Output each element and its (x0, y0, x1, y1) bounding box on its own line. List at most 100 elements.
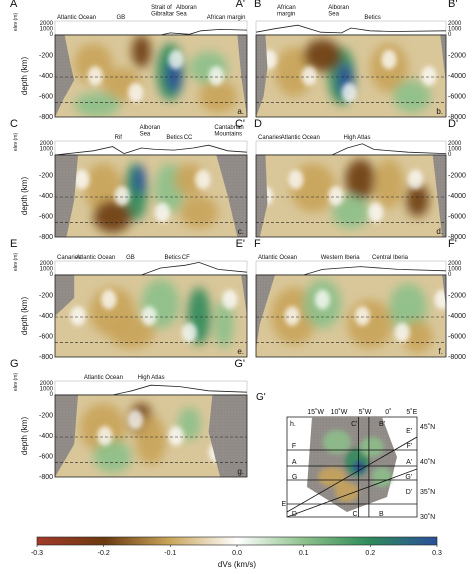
velocity-anomaly (174, 163, 205, 197)
map-lon-label: 10˚W (331, 408, 348, 416)
section-panel-g: G G' g. Atlantic Ocean High Atlas elev (m) 200… (10, 358, 248, 481)
right-elev-tick: 1000 (448, 147, 462, 153)
near-zero-zone (127, 409, 144, 430)
right-depth-tick: -8000 (448, 234, 466, 241)
map-line-label: F (292, 443, 296, 450)
velocity-anomaly (74, 43, 113, 85)
colorbar-tick: 0.3 (432, 550, 442, 557)
near-zero-zone (208, 66, 224, 86)
elev-tick: 1000 (40, 147, 54, 153)
unresolved-mask (55, 35, 75, 117)
map-lon-label: 5˚E (406, 408, 417, 416)
section-end-label: F' (448, 238, 457, 250)
panel-tag: e. (237, 347, 244, 356)
unresolved-mask (55, 155, 78, 237)
panel-frame (255, 34, 447, 118)
panel-tag: f. (439, 347, 443, 356)
right-depth-tick: -2000 (448, 53, 466, 60)
section-end-label: C' (235, 118, 245, 130)
map-line-label: E' (406, 428, 412, 435)
right-elev-tick: 0 (448, 152, 452, 158)
depth-tick: -800 (39, 354, 53, 361)
panel-frame (54, 154, 248, 238)
right-elev-tick: 2000 (448, 261, 462, 267)
colorbar-tick: -0.2 (98, 550, 110, 557)
velocity-anomaly (303, 39, 342, 72)
depth-tick: -400 (39, 73, 53, 80)
velocity-section (256, 275, 446, 357)
elev-tick: 2000 (40, 261, 54, 267)
depth-tick: -200 (39, 53, 53, 60)
near-zero-zone (421, 66, 437, 86)
colorbar-label: dVs (km/s) (218, 560, 257, 569)
unresolved-mask (55, 395, 78, 477)
feature-label: Central Iberia (372, 255, 409, 261)
unresolved-mask (256, 35, 268, 117)
elev-tick: 2000 (40, 141, 54, 147)
section-start-label: E (10, 238, 17, 250)
right-elev-tick: 1000 (448, 267, 462, 273)
unresolved-mask (216, 155, 247, 237)
anomaly-field (275, 39, 431, 113)
colorbar-bar (36, 536, 438, 546)
velocity-section (55, 155, 247, 237)
feature-label: Atlantic Ocean (76, 255, 115, 261)
map-lat-label: 35˚N (420, 488, 435, 496)
section-start-label: B (254, 0, 261, 10)
unresolved-mask (440, 35, 446, 85)
map-line-label: C' (351, 421, 357, 428)
map-line-label: G' (405, 474, 412, 481)
near-zero-zone (328, 186, 344, 206)
depth-tick: -800 (39, 234, 53, 241)
section-end-label: D' (448, 118, 458, 130)
near-zero-zone (74, 169, 90, 190)
near-zero-zone (114, 186, 130, 206)
feature-label: African margin (207, 15, 246, 21)
map-tag: h. (290, 421, 296, 428)
depth-axis-label: depth (km) (20, 177, 29, 216)
unresolved-mask (241, 275, 247, 316)
feature-label: Betics (165, 255, 181, 261)
topography-profile (255, 24, 447, 34)
velocity-anomaly (131, 35, 151, 68)
map-lon-label: 0˚ (385, 408, 391, 416)
velocity-anomaly (392, 80, 431, 113)
feature-label: GB (117, 15, 126, 21)
elev-tick: 2000 (40, 381, 54, 387)
colorbar-tick: 0.0 (232, 550, 242, 557)
right-elev-tick: 2000 (448, 141, 462, 147)
depth-tick: -600 (39, 454, 53, 461)
map-line-label: A (292, 459, 297, 466)
section-end-label: E' (236, 238, 245, 250)
near-zero-zone (394, 322, 410, 343)
near-zero-zone (341, 82, 357, 103)
topography-profile (55, 261, 248, 276)
panel-tag: d. (436, 227, 443, 236)
map-anomaly (353, 461, 365, 473)
right-depth-tick: -4000 (448, 73, 466, 80)
velocity-section (55, 395, 247, 477)
panel-frame (54, 274, 248, 358)
section-line (287, 436, 417, 513)
map-line-label: A' (406, 459, 412, 466)
near-zero-zone (127, 82, 144, 103)
elev-tick: 1000 (40, 387, 54, 393)
feature-label: High Atlas (344, 135, 371, 141)
topography-profile (55, 384, 248, 396)
feature-label: Western Iberia (321, 255, 361, 261)
right-depth-tick: -4000 (448, 193, 466, 200)
feature-label: Rif (115, 135, 123, 141)
topography-profile (55, 28, 248, 36)
depth-tick: -400 (39, 433, 53, 440)
section-end-label: B' (448, 0, 457, 10)
near-zero-zone (195, 169, 211, 190)
velocity-anomaly (389, 283, 427, 333)
map-anomaly (360, 437, 384, 457)
section-panel-c: C C' c. Rif Alboran Sea Betics CC Cantabrian Moun… (10, 118, 248, 241)
elev-tick: 2000 (40, 21, 54, 27)
section-start-label: C (10, 118, 18, 130)
velocity-anomaly (108, 316, 155, 349)
panel-frame (54, 394, 248, 478)
